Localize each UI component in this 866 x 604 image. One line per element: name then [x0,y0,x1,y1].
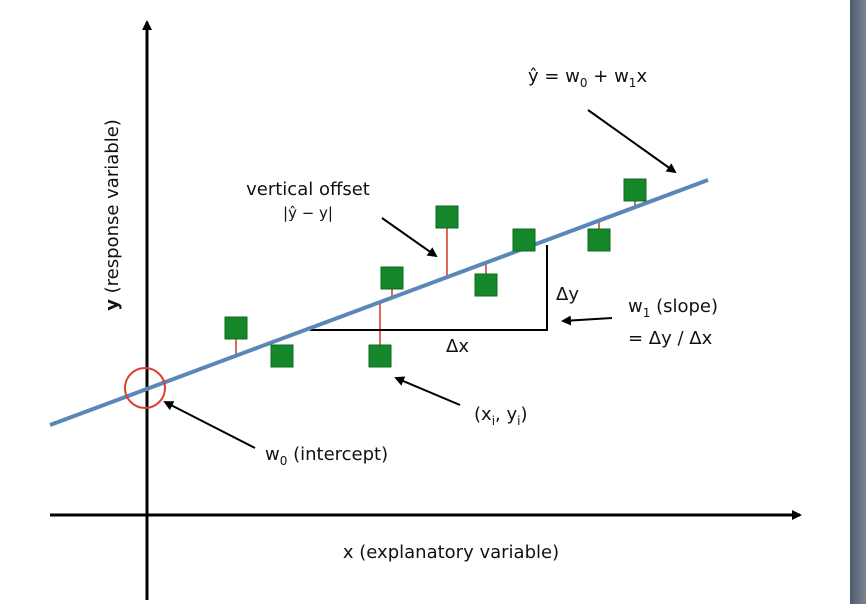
slope-formula: = Δy / Δx [628,328,713,349]
intercept-circle [124,367,166,409]
side-strip [850,0,866,604]
point-label: (xi, yi) [474,404,528,428]
text-part: y [102,299,123,311]
text-part: x [636,66,647,87]
text-part: i [517,414,520,428]
text-part: (slope) [650,296,718,317]
text-part: 1 [643,306,651,320]
text-part: , y [495,404,517,425]
delta-x: Δx [446,336,469,357]
text-part: ) [520,404,527,425]
intercept-label: w0 (intercept) [265,444,388,468]
delta-y: Δy [556,284,579,305]
equation: ŷ = w0 + w1x [528,66,647,90]
regression-line [49,178,709,427]
text-part: ŷ = w [528,66,580,87]
slope-triangle [310,245,548,331]
slope-label: w1 (slope) [628,296,718,320]
text-part: i [492,414,495,428]
x-axis-label: x (explanatory variable) [343,542,559,563]
text-part: 1 [629,76,637,90]
vertical-offset-formula: |ŷ − y| [283,204,333,222]
vertical-offset-title: vertical offset [246,179,370,200]
pointer-arrows [163,109,677,449]
residuals [235,201,636,355]
text-part: 0 [580,76,588,90]
text-part: w [628,296,643,317]
text-part: w [265,444,280,465]
text-part: 0 [280,454,288,468]
text-part: (intercept) [287,444,388,465]
text-part: (response variable) [102,119,123,299]
y-axis-label: y (response variable) [102,119,123,311]
text-part: (x [474,404,492,425]
text-part: + w [588,66,629,87]
data-points [224,178,647,368]
